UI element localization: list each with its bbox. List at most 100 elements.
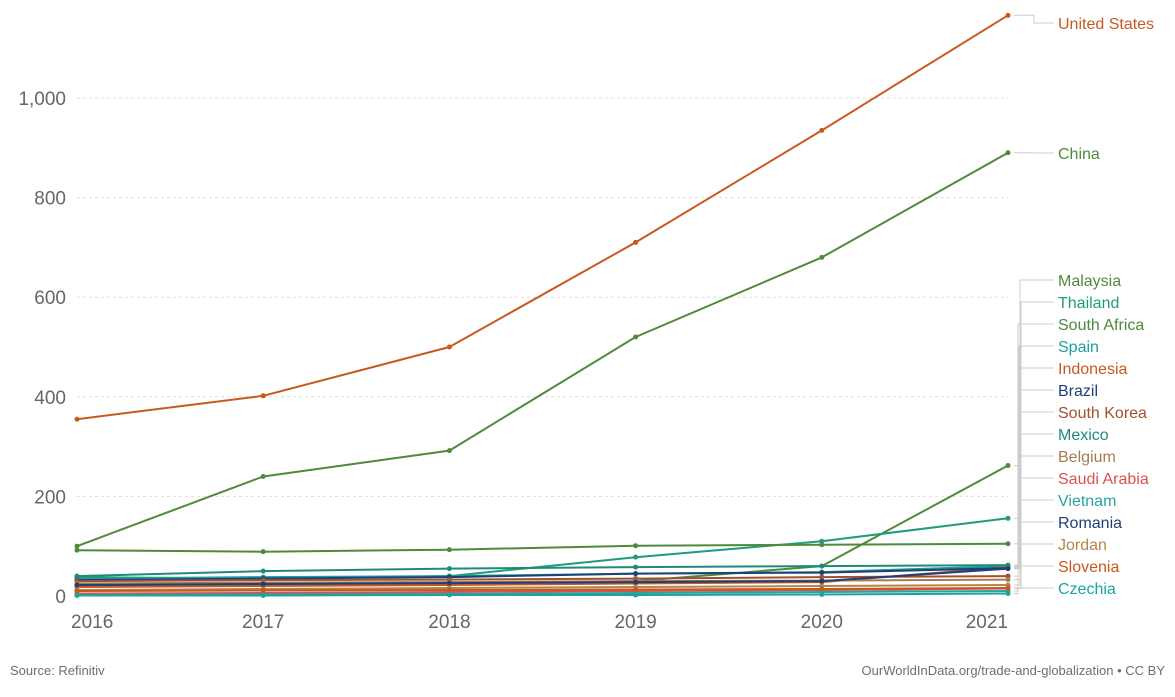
data-point[interactable] <box>1005 573 1011 579</box>
series-label[interactable]: Indonesia <box>1058 361 1127 378</box>
label-leader-line <box>1014 499 1054 592</box>
data-point[interactable] <box>260 588 266 594</box>
data-point[interactable] <box>633 564 639 570</box>
series-label[interactable]: South Africa <box>1058 317 1144 334</box>
series-line[interactable] <box>76 542 1009 553</box>
label-leader-line <box>1014 521 1054 570</box>
data-point[interactable] <box>633 571 639 577</box>
data-point[interactable] <box>74 588 80 594</box>
series-label[interactable]: Belgium <box>1058 449 1116 466</box>
data-point[interactable] <box>260 568 266 574</box>
label-leader-line <box>1014 543 1054 586</box>
series-label[interactable]: Slovenia <box>1058 559 1119 576</box>
data-point[interactable] <box>74 582 80 588</box>
series-label[interactable]: Saudi Arabia <box>1058 471 1149 488</box>
data-point[interactable] <box>819 254 825 260</box>
data-point[interactable] <box>260 581 266 587</box>
data-point[interactable] <box>1005 150 1011 156</box>
y-axis: 0 200 400 600 800 1,000 <box>18 89 66 608</box>
series-line[interactable] <box>76 567 1009 582</box>
series-line[interactable] <box>76 567 1009 586</box>
data-point[interactable] <box>1005 562 1011 568</box>
data-point[interactable] <box>1005 463 1011 469</box>
series-labels: United States China Malaysia Thailand South … <box>1014 14 1154 598</box>
data-point[interactable] <box>1005 515 1011 521</box>
data-point[interactable] <box>446 592 452 598</box>
data-point[interactable] <box>260 549 266 555</box>
data-point[interactable] <box>446 580 452 586</box>
data-point[interactable] <box>819 570 825 576</box>
y-tick-label: 1,000 <box>18 89 66 110</box>
data-point[interactable] <box>446 587 452 593</box>
data-point[interactable] <box>446 448 452 454</box>
data-point[interactable] <box>819 542 825 548</box>
data-point[interactable] <box>74 543 80 549</box>
series-line[interactable] <box>76 584 1009 591</box>
data-point[interactable] <box>1005 12 1011 18</box>
series-line[interactable] <box>76 151 1009 548</box>
data-point[interactable] <box>1005 541 1011 547</box>
data-point[interactable] <box>1005 577 1011 583</box>
data-point[interactable] <box>819 592 825 598</box>
label-leader-line <box>1014 455 1054 581</box>
series-label[interactable]: Jordan <box>1058 537 1107 554</box>
data-point[interactable] <box>260 473 266 479</box>
data-point[interactable] <box>633 334 639 340</box>
x-tick-label: 2018 <box>428 612 470 633</box>
y-tick-label: 800 <box>34 189 66 210</box>
data-point[interactable] <box>633 239 639 245</box>
series-label[interactable]: Brazil <box>1058 383 1098 400</box>
label-leader-line <box>1014 411 1054 577</box>
series-label[interactable]: Malaysia <box>1058 273 1121 290</box>
series-line[interactable] <box>76 14 1009 421</box>
data-point[interactable] <box>633 579 639 585</box>
series-label[interactable]: South Korea <box>1058 405 1147 422</box>
series-label[interactable]: China <box>1058 146 1100 163</box>
series-line[interactable] <box>76 575 1009 583</box>
series-label[interactable]: Mexico <box>1058 427 1109 444</box>
data-point[interactable] <box>819 563 825 569</box>
data-point[interactable] <box>819 538 825 544</box>
gridlines <box>77 97 1008 497</box>
x-tick-label: 2019 <box>614 612 656 633</box>
data-point[interactable] <box>633 543 639 549</box>
data-point[interactable] <box>633 554 639 560</box>
series-line[interactable] <box>76 587 1009 592</box>
data-point[interactable] <box>1005 566 1011 572</box>
data-point[interactable] <box>74 593 80 599</box>
data-point[interactable] <box>446 547 452 553</box>
data-point[interactable] <box>819 586 825 592</box>
data-point[interactable] <box>260 593 266 599</box>
data-point[interactable] <box>819 578 825 584</box>
series-lines <box>76 14 1009 597</box>
data-point[interactable] <box>446 344 452 350</box>
series-line[interactable] <box>76 564 1009 578</box>
series-label[interactable]: United States <box>1058 16 1154 33</box>
label-leader-line <box>1014 14 1054 24</box>
series-label[interactable]: Thailand <box>1058 295 1119 312</box>
data-point[interactable] <box>819 574 825 580</box>
series-label[interactable]: Czechia <box>1058 581 1116 598</box>
data-point[interactable] <box>260 393 266 399</box>
y-tick-label: 200 <box>34 487 66 508</box>
x-tick-label: 2016 <box>71 612 113 633</box>
data-point[interactable] <box>633 587 639 593</box>
data-point[interactable] <box>74 416 80 422</box>
data-point[interactable] <box>74 573 80 579</box>
label-leader-line <box>1014 587 1054 594</box>
source-note: Source: Refinitiv <box>10 663 105 678</box>
series-line[interactable] <box>77 592 1009 597</box>
series-label[interactable]: Spain <box>1058 339 1099 356</box>
x-tick-label: 2021 <box>966 612 1008 633</box>
data-point[interactable] <box>446 566 452 572</box>
credit-link[interactable]: OurWorldInData.org/trade-and-globalizati… <box>861 663 1165 678</box>
series-label[interactable]: Romania <box>1058 515 1122 532</box>
data-point[interactable] <box>819 127 825 133</box>
x-tick-label: 2017 <box>242 612 284 633</box>
series-label[interactable]: Vietnam <box>1058 493 1116 510</box>
data-point[interactable] <box>1005 591 1011 597</box>
data-point[interactable] <box>74 547 80 553</box>
data-point[interactable] <box>633 592 639 598</box>
data-point[interactable] <box>1005 585 1011 591</box>
